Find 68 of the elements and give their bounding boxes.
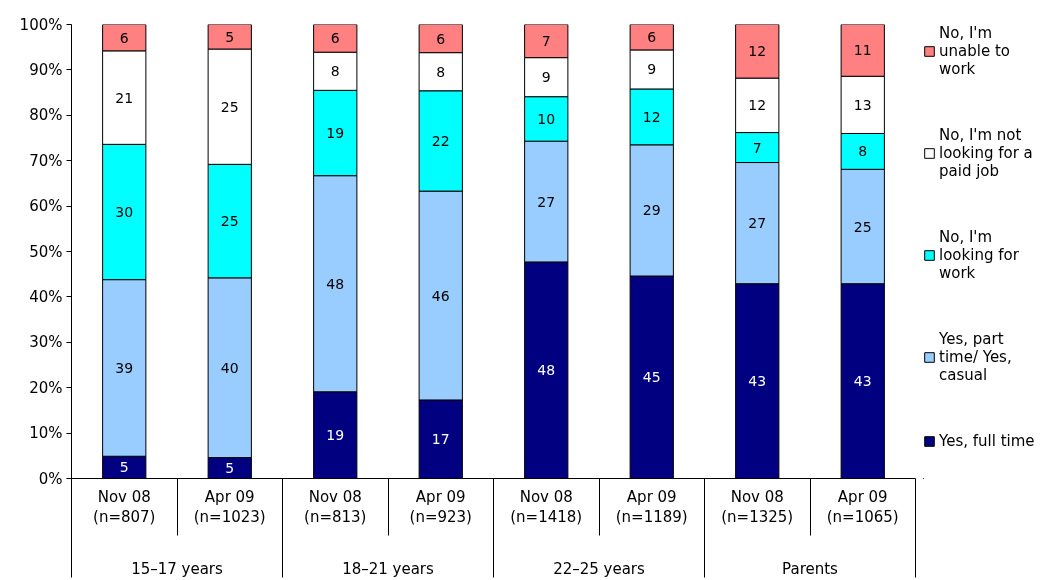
data-label: 45 [642, 369, 661, 386]
x-tick-label: Apr 09 (n=1023) [193, 487, 266, 527]
y-tick-label: 90% [29, 60, 63, 79]
data-label: 6 [330, 30, 340, 47]
text: 22–25 years [553, 559, 646, 578]
data-label: 40 [220, 359, 239, 376]
text: Parents [782, 559, 839, 578]
data-label: 48 [537, 362, 556, 379]
data-label: 8 [858, 143, 868, 160]
y-tick-label: 50% [29, 242, 63, 261]
data-label: 12 [748, 97, 767, 114]
data-label: 8 [330, 63, 340, 80]
y-tick-label: 80% [29, 106, 63, 125]
data-label: 19 [326, 427, 345, 444]
y-tick-label: 100% [19, 15, 63, 34]
data-label: 6 [647, 29, 657, 46]
data-label: 7 [752, 139, 762, 156]
data-label: 10 [537, 110, 556, 127]
data-label: 17 [431, 431, 450, 448]
data-label: 48 [326, 275, 345, 292]
text: 15–17 years [131, 559, 224, 578]
data-label: 25 [220, 213, 239, 230]
data-label: 30 [115, 204, 134, 220]
data-label: 11 [853, 42, 872, 59]
data-label: 29 [642, 202, 661, 219]
legend-label: Yes, full time [939, 432, 1035, 450]
y-tick-label: 20% [29, 378, 63, 397]
x-tick-label: Nov 08 (n=813) [304, 487, 367, 527]
y-tick-label: 0% [38, 469, 63, 488]
data-label: 12 [748, 43, 767, 60]
data-label: 12 [642, 108, 661, 125]
data-label: 7 [541, 33, 551, 50]
data-label: 19 [326, 125, 345, 142]
x-tick-label: Apr 09 (n=923) [409, 487, 472, 527]
data-label: 5 [225, 28, 235, 45]
data-label: 43 [748, 373, 767, 390]
data-label: 27 [537, 193, 556, 210]
data-label: 13 [853, 96, 872, 113]
y-tick-label: 10% [29, 424, 63, 443]
x-tick-label: Nov 08 (n=1325) [721, 487, 794, 527]
data-label: 25 [220, 98, 239, 115]
data-label: 43 [853, 373, 872, 390]
data-label: 21 [115, 89, 134, 106]
data-label: 22 [431, 132, 450, 149]
legend-label: No, I'm unable to work [939, 24, 1010, 78]
data-label: 39 [115, 359, 134, 376]
data-label: 6 [119, 29, 129, 46]
data-label: 46 [431, 287, 450, 304]
text: 18–21 years [342, 559, 435, 578]
y-tick-label: 60% [29, 197, 63, 216]
data-label: 5 [119, 459, 129, 476]
y-tick-label: 30% [29, 333, 63, 352]
legend-label: No, I'm not looking for a paid job [939, 126, 1033, 180]
data-label: 8 [436, 63, 446, 80]
data-label: 25 [853, 218, 872, 235]
legend-label: No, I'm looking for work [939, 228, 1019, 282]
data-label: 5 [225, 460, 235, 477]
y-tick-label: 40% [29, 287, 63, 306]
x-tick-label: Nov 08 (n=1418) [510, 487, 583, 527]
x-tick-label: Apr 09 (n=1189) [615, 487, 688, 527]
data-label: 6 [436, 30, 446, 47]
x-tick-label: Apr 09 (n=1065) [826, 487, 899, 527]
data-label: 9 [647, 61, 657, 78]
x-tick-label: Nov 08 (n=807) [93, 487, 156, 527]
data-label: 9 [541, 69, 551, 86]
legend-label: Yes, part time/ Yes, casual [939, 330, 1012, 384]
y-tick-label: 70% [29, 151, 63, 170]
data-label: 27 [748, 215, 767, 232]
